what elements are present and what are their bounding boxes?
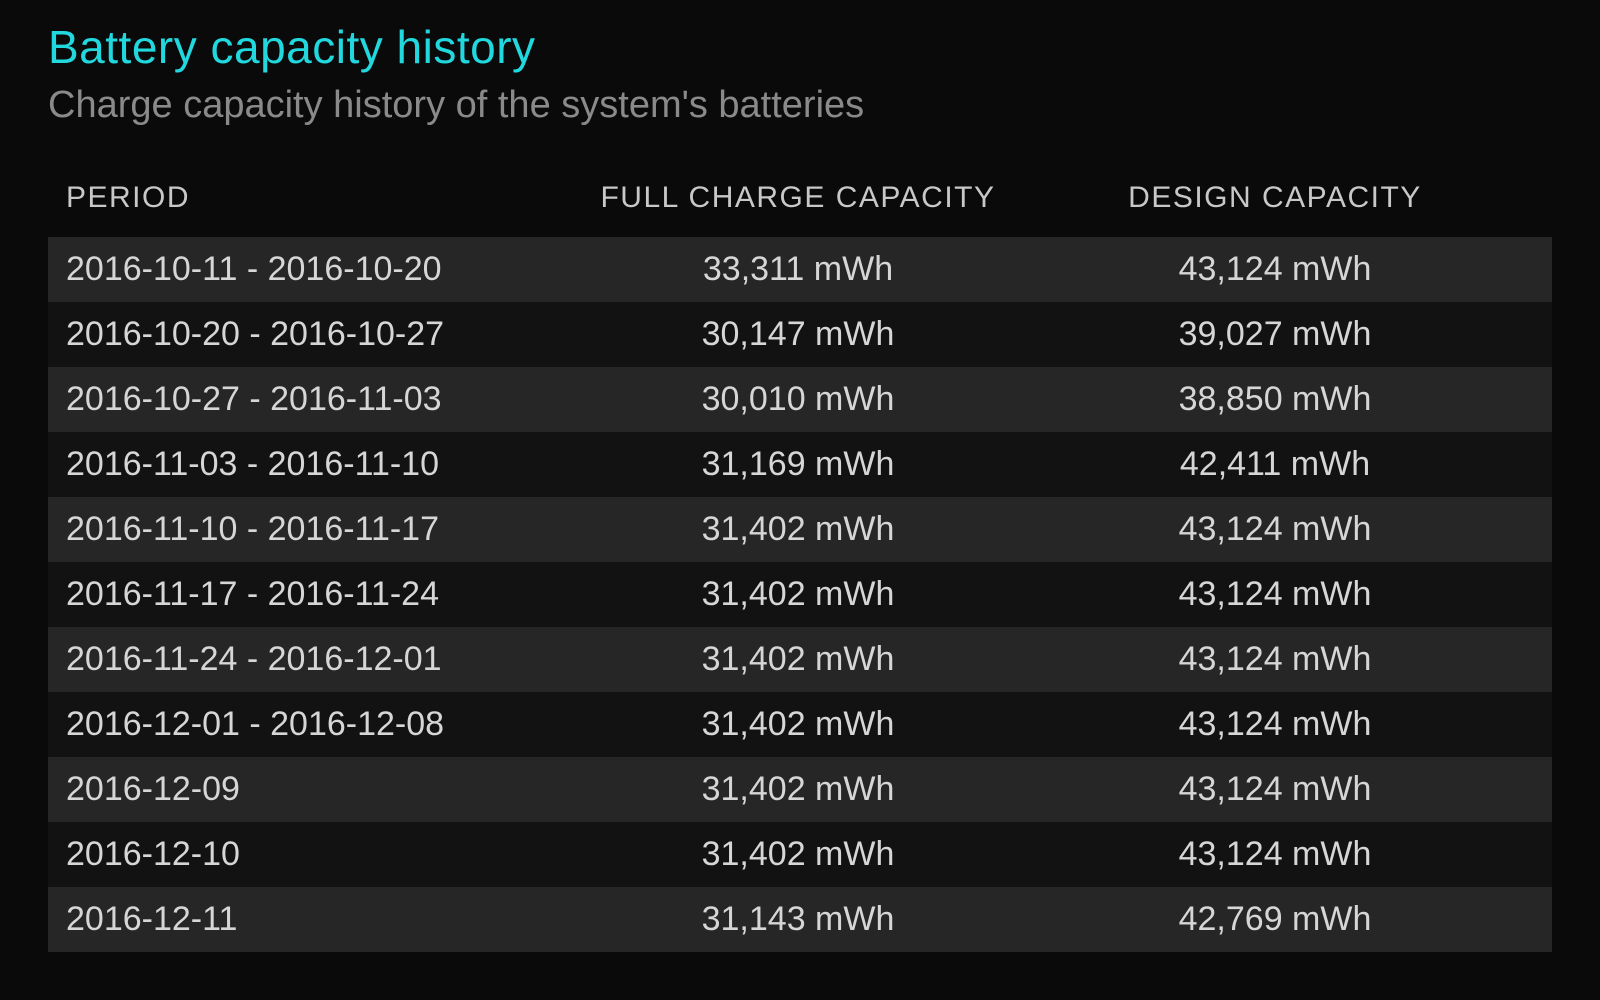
cell-period: 2016-11-03 - 2016-11-10 bbox=[48, 432, 598, 497]
cell-design: 43,124 mWh bbox=[1038, 237, 1552, 302]
cell-full-charge: 31,402 mWh bbox=[598, 562, 1038, 627]
cell-period: 2016-12-11 bbox=[48, 887, 598, 952]
cell-design: 43,124 mWh bbox=[1038, 497, 1552, 562]
col-header-period: PERIOD bbox=[48, 175, 598, 237]
cell-full-charge: 30,010 mWh bbox=[598, 367, 1038, 432]
cell-full-charge: 31,402 mWh bbox=[598, 822, 1038, 887]
table-row: 2016-10-20 - 2016-10-2730,147 mWh39,027 … bbox=[48, 302, 1552, 367]
table-row: 2016-11-03 - 2016-11-1031,169 mWh42,411 … bbox=[48, 432, 1552, 497]
col-header-design: DESIGN CAPACITY bbox=[1038, 175, 1552, 237]
cell-period: 2016-11-17 - 2016-11-24 bbox=[48, 562, 598, 627]
cell-design: 42,769 mWh bbox=[1038, 887, 1552, 952]
battery-history-report: Battery capacity history Charge capacity… bbox=[0, 0, 1600, 952]
table-row: 2016-11-17 - 2016-11-2431,402 mWh43,124 … bbox=[48, 562, 1552, 627]
table-row: 2016-12-0931,402 mWh43,124 mWh bbox=[48, 757, 1552, 822]
cell-period: 2016-11-24 - 2016-12-01 bbox=[48, 627, 598, 692]
table-row: 2016-10-27 - 2016-11-0330,010 mWh38,850 … bbox=[48, 367, 1552, 432]
cell-design: 38,850 mWh bbox=[1038, 367, 1552, 432]
cell-design: 43,124 mWh bbox=[1038, 822, 1552, 887]
table-row: 2016-12-1031,402 mWh43,124 mWh bbox=[48, 822, 1552, 887]
cell-full-charge: 33,311 mWh bbox=[598, 237, 1038, 302]
cell-design: 42,411 mWh bbox=[1038, 432, 1552, 497]
cell-design: 39,027 mWh bbox=[1038, 302, 1552, 367]
cell-design: 43,124 mWh bbox=[1038, 627, 1552, 692]
section-subtitle: Charge capacity history of the system's … bbox=[48, 84, 1552, 127]
cell-period: 2016-12-09 bbox=[48, 757, 598, 822]
table-row: 2016-11-10 - 2016-11-1731,402 mWh43,124 … bbox=[48, 497, 1552, 562]
cell-full-charge: 31,402 mWh bbox=[598, 692, 1038, 757]
cell-full-charge: 30,147 mWh bbox=[598, 302, 1038, 367]
cell-design: 43,124 mWh bbox=[1038, 562, 1552, 627]
cell-period: 2016-12-01 - 2016-12-08 bbox=[48, 692, 598, 757]
cell-full-charge: 31,402 mWh bbox=[598, 627, 1038, 692]
table-body: 2016-10-11 - 2016-10-2033,311 mWh43,124 … bbox=[48, 237, 1552, 952]
cell-period: 2016-10-27 - 2016-11-03 bbox=[48, 367, 598, 432]
cell-period: 2016-10-20 - 2016-10-27 bbox=[48, 302, 598, 367]
cell-design: 43,124 mWh bbox=[1038, 692, 1552, 757]
cell-full-charge: 31,143 mWh bbox=[598, 887, 1038, 952]
battery-history-table: PERIOD FULL CHARGE CAPACITY DESIGN CAPAC… bbox=[48, 175, 1552, 952]
cell-period: 2016-11-10 - 2016-11-17 bbox=[48, 497, 598, 562]
section-title: Battery capacity history bbox=[48, 20, 1552, 74]
col-header-full-charge: FULL CHARGE CAPACITY bbox=[598, 175, 1038, 237]
cell-full-charge: 31,402 mWh bbox=[598, 757, 1038, 822]
table-row: 2016-12-01 - 2016-12-0831,402 mWh43,124 … bbox=[48, 692, 1552, 757]
table-row: 2016-12-1131,143 mWh42,769 mWh bbox=[48, 887, 1552, 952]
cell-full-charge: 31,169 mWh bbox=[598, 432, 1038, 497]
cell-full-charge: 31,402 mWh bbox=[598, 497, 1038, 562]
cell-design: 43,124 mWh bbox=[1038, 757, 1552, 822]
table-header-row: PERIOD FULL CHARGE CAPACITY DESIGN CAPAC… bbox=[48, 175, 1552, 237]
cell-period: 2016-12-10 bbox=[48, 822, 598, 887]
table-row: 2016-11-24 - 2016-12-0131,402 mWh43,124 … bbox=[48, 627, 1552, 692]
cell-period: 2016-10-11 - 2016-10-20 bbox=[48, 237, 598, 302]
table-row: 2016-10-11 - 2016-10-2033,311 mWh43,124 … bbox=[48, 237, 1552, 302]
